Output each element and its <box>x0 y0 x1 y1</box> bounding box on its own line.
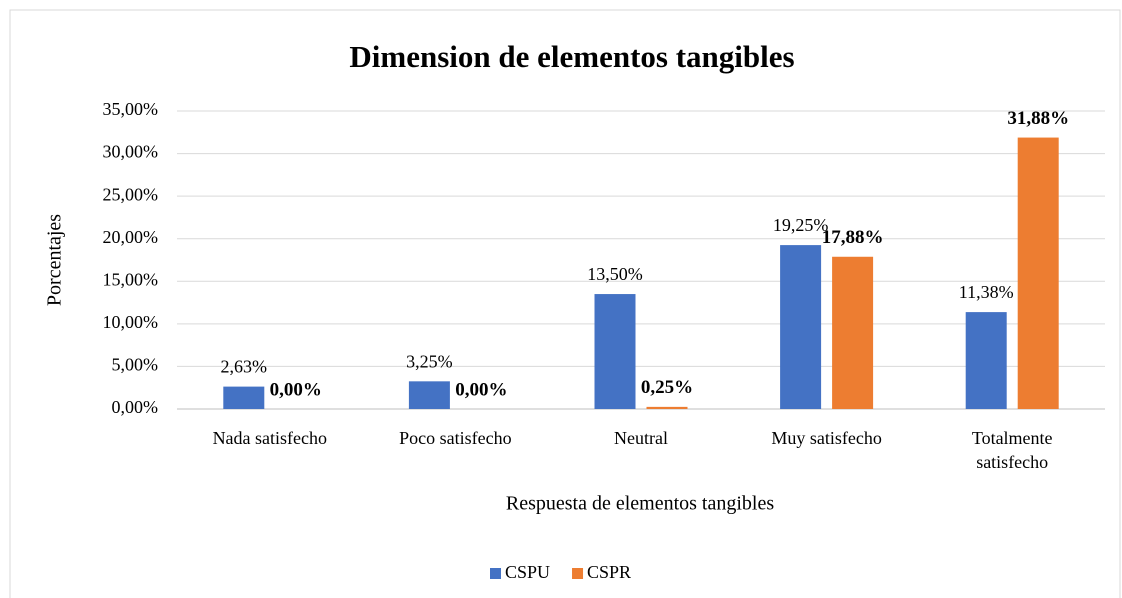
data-label: 13,50% <box>587 264 643 284</box>
y-tick-label: 10,00% <box>103 312 159 332</box>
x-axis-title: Respuesta de elementos tangibles <box>506 493 774 515</box>
y-tick-label: 0,00% <box>112 397 159 417</box>
data-label: 31,88% <box>1007 108 1069 129</box>
data-label: 17,88% <box>822 227 884 248</box>
data-label: 19,25% <box>773 215 829 235</box>
chart-frame <box>9 9 1121 598</box>
x-tick-label: Totalmente satisfecho <box>971 428 1053 472</box>
y-tick-label: 15,00% <box>103 269 159 289</box>
y-tick-label: 5,00% <box>112 355 159 375</box>
bar <box>594 294 636 409</box>
bar <box>780 245 822 409</box>
y-axis-title: Porcentajes <box>44 214 66 306</box>
x-tick-label: Neutral <box>614 428 668 448</box>
data-label: 0,25% <box>641 377 693 398</box>
y-tick-label: 30,00% <box>103 142 159 162</box>
data-label: 0,00% <box>455 379 507 400</box>
y-tick-label: 20,00% <box>103 227 159 247</box>
x-tick-label: Poco satisfecho <box>399 428 512 448</box>
bar <box>832 256 874 409</box>
bar <box>1017 137 1059 409</box>
data-label: 3,25% <box>406 351 453 371</box>
data-label: 0,00% <box>270 379 322 400</box>
x-tick-label: Nada satisfecho <box>212 428 328 448</box>
legend-swatch <box>572 568 584 579</box>
legend-swatch <box>490 568 501 579</box>
x-tick-label: Muy satisfecho <box>771 428 882 448</box>
chart-title: Dimension de elementos tangibles <box>349 39 794 74</box>
legend-label: CSPU <box>505 562 550 582</box>
bar <box>646 406 688 409</box>
legend-label: CSPR <box>587 562 631 582</box>
bar <box>965 312 1007 409</box>
y-tick-label: 25,00% <box>103 184 159 204</box>
data-label: 11,38% <box>959 282 1014 302</box>
bar <box>408 381 450 409</box>
y-tick-label: 35,00% <box>103 99 159 119</box>
bar <box>223 386 265 409</box>
data-label: 2,63% <box>221 357 268 377</box>
